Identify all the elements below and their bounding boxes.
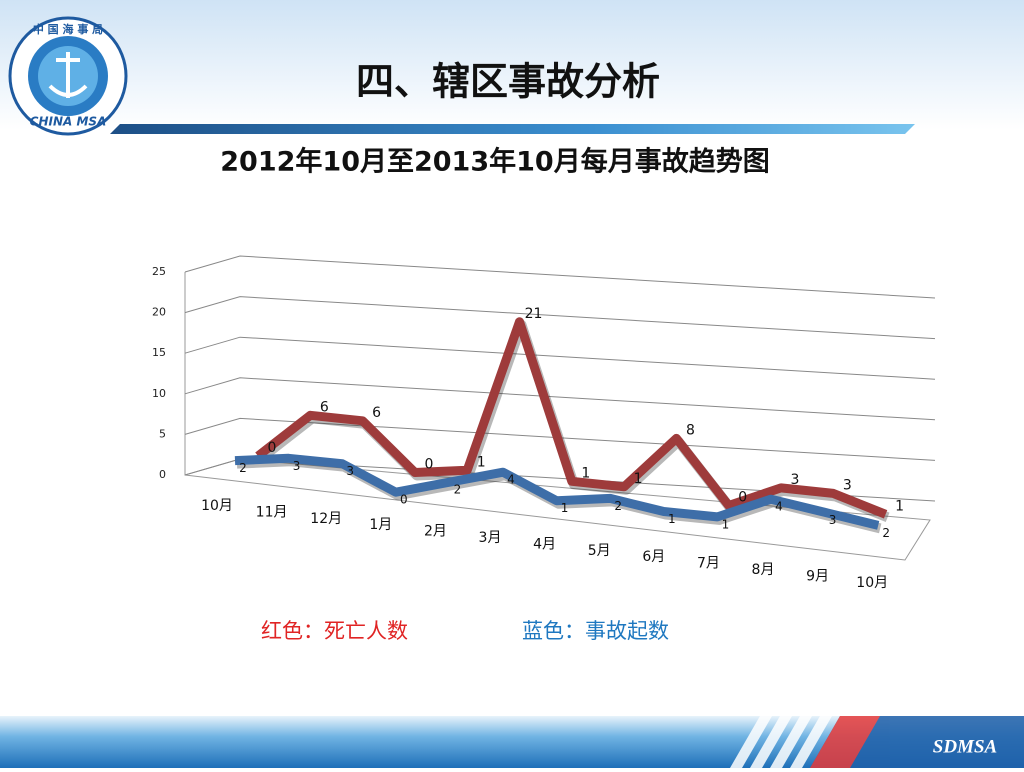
y-tick-label: 20 (152, 306, 166, 319)
series-line (234, 453, 880, 530)
grid-line (184, 377, 936, 421)
data-label: 4 (775, 500, 783, 514)
y-tick-label: 5 (159, 427, 166, 440)
footer-stripes (730, 716, 1024, 768)
y-tick-label: 25 (152, 265, 166, 278)
y-tick-label: 10 (152, 387, 166, 400)
data-label: 1 (668, 512, 676, 526)
data-label: 8 (686, 422, 695, 438)
data-label: 0 (424, 457, 433, 473)
slide-title: 四、辖区事故分析 (356, 60, 660, 104)
footer-brand: SDMSA (933, 736, 997, 757)
data-label: 4 (507, 473, 515, 487)
data-label: 2 (882, 526, 890, 540)
x-tick-label: 7月 (697, 556, 720, 572)
data-label: 1 (895, 498, 904, 514)
data-label: 3 (791, 472, 800, 488)
x-tick-label: 10月 (856, 575, 888, 591)
x-tick-label: 12月 (310, 511, 342, 527)
data-label: 1 (581, 465, 590, 481)
data-label: 3 (843, 477, 852, 493)
series-line (255, 317, 888, 519)
grid-line (184, 296, 936, 340)
grid-line (184, 255, 936, 299)
data-label: 3 (829, 513, 837, 527)
x-tick-label: 2月 (424, 524, 447, 540)
header-bg (0, 0, 1024, 130)
data-label: 1 (477, 454, 486, 470)
legend-entry: 蓝色：事故起数 (522, 619, 669, 643)
header-band (110, 124, 915, 134)
x-tick-label: 4月 (533, 536, 556, 552)
x-tick-label: 11月 (256, 504, 288, 520)
floor (184, 458, 931, 561)
data-label: 2 (239, 461, 247, 475)
logo-bottom: CHINA MSA (30, 115, 107, 129)
data-label: 3 (293, 459, 301, 473)
data-label: 1 (561, 501, 569, 515)
axis-wall (184, 272, 241, 476)
logo: 中 国 海 事 局 CHINA MSA (8, 16, 128, 136)
grid-line (184, 417, 936, 461)
data-label: 0 (738, 490, 747, 506)
data-label: 1 (634, 471, 643, 487)
data-label: 2 (454, 483, 462, 497)
x-tick-label: 1月 (369, 517, 392, 533)
legend-entry: 红色：死亡人数 (261, 619, 408, 643)
logo-top: 中 国 海 事 局 (33, 22, 103, 36)
data-label: 21 (525, 306, 543, 322)
data-label: 0 (268, 440, 277, 456)
data-label: 6 (320, 399, 329, 415)
data-label: 1 (722, 517, 730, 531)
x-tick-label: 3月 (479, 530, 502, 546)
x-tick-label: 9月 (806, 568, 829, 584)
data-label: 0 (400, 493, 408, 507)
data-label: 3 (346, 464, 354, 478)
x-tick-label: 5月 (588, 543, 611, 559)
x-tick-label: 8月 (752, 562, 775, 578)
data-label: 6 (372, 405, 381, 421)
x-tick-label: 10月 (201, 498, 233, 514)
y-tick-label: 0 (159, 468, 166, 481)
y-tick-label: 15 (152, 346, 166, 359)
x-tick-label: 6月 (642, 549, 665, 565)
grid-line (184, 336, 936, 380)
data-label: 2 (614, 499, 622, 513)
chart-title: 2012年10月至2013年10月每月事故趋势图 (220, 146, 769, 178)
